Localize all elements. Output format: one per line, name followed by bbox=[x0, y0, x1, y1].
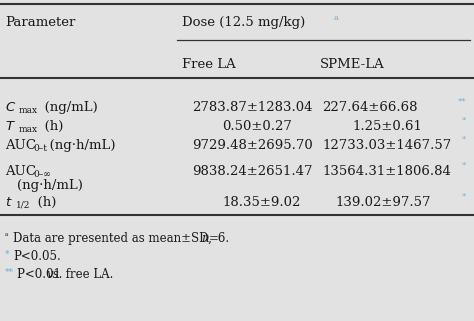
Text: **: ** bbox=[5, 268, 14, 277]
Text: *: * bbox=[462, 162, 466, 170]
Text: 0.50±0.27: 0.50±0.27 bbox=[222, 120, 292, 133]
Text: (h): (h) bbox=[35, 196, 56, 209]
Text: ᵃ: ᵃ bbox=[5, 232, 9, 241]
Text: $\mathit{C}$: $\mathit{C}$ bbox=[5, 101, 16, 114]
Text: =6.: =6. bbox=[209, 232, 230, 245]
Text: 13564.31±1806.84: 13564.31±1806.84 bbox=[322, 165, 451, 178]
Text: a: a bbox=[334, 14, 339, 22]
Text: Data are presented as mean±SD,: Data are presented as mean±SD, bbox=[13, 232, 216, 245]
Text: 2783.87±1283.04: 2783.87±1283.04 bbox=[192, 101, 312, 114]
Text: (ng·h/mL): (ng·h/mL) bbox=[17, 179, 83, 192]
Text: 9729.48±2695.70: 9729.48±2695.70 bbox=[192, 139, 313, 152]
Text: 1.25±0.61: 1.25±0.61 bbox=[352, 120, 422, 133]
Text: free LA.: free LA. bbox=[62, 268, 113, 281]
Text: 1/2: 1/2 bbox=[16, 201, 30, 210]
Text: $\mathit{T}$: $\mathit{T}$ bbox=[5, 120, 16, 133]
Text: *: * bbox=[5, 250, 9, 259]
Text: (ng·h/mL): (ng·h/mL) bbox=[47, 139, 116, 152]
Text: (h): (h) bbox=[42, 120, 64, 133]
Text: 139.02±97.57: 139.02±97.57 bbox=[335, 196, 430, 209]
Text: AUC: AUC bbox=[5, 165, 36, 178]
Text: max: max bbox=[19, 106, 38, 115]
Text: AUC: AUC bbox=[5, 139, 36, 152]
Text: 227.64±66.68: 227.64±66.68 bbox=[322, 101, 418, 114]
Text: Parameter: Parameter bbox=[5, 16, 75, 29]
Text: 18.35±9.02: 18.35±9.02 bbox=[222, 196, 301, 209]
Text: $\mathit{t}$: $\mathit{t}$ bbox=[5, 196, 13, 209]
Text: Free LA: Free LA bbox=[182, 58, 236, 71]
Text: 0–t: 0–t bbox=[33, 144, 47, 153]
Text: vs.: vs. bbox=[47, 268, 64, 281]
Text: SPME-LA: SPME-LA bbox=[320, 58, 385, 71]
Text: *: * bbox=[462, 136, 466, 144]
Text: P<0.05.: P<0.05. bbox=[13, 250, 61, 263]
Text: 0–∞: 0–∞ bbox=[33, 170, 51, 179]
Text: *: * bbox=[462, 117, 466, 125]
Text: *: * bbox=[462, 193, 466, 201]
Text: **: ** bbox=[457, 98, 466, 106]
Text: n: n bbox=[201, 232, 209, 245]
Text: max: max bbox=[19, 125, 38, 134]
Text: (ng/mL): (ng/mL) bbox=[42, 101, 98, 114]
Text: 9838.24±2651.47: 9838.24±2651.47 bbox=[192, 165, 312, 178]
Text: 12733.03±1467.57: 12733.03±1467.57 bbox=[322, 139, 451, 152]
Text: Dose (12.5 mg/kg): Dose (12.5 mg/kg) bbox=[182, 16, 305, 29]
Text: P<0.01: P<0.01 bbox=[17, 268, 64, 281]
